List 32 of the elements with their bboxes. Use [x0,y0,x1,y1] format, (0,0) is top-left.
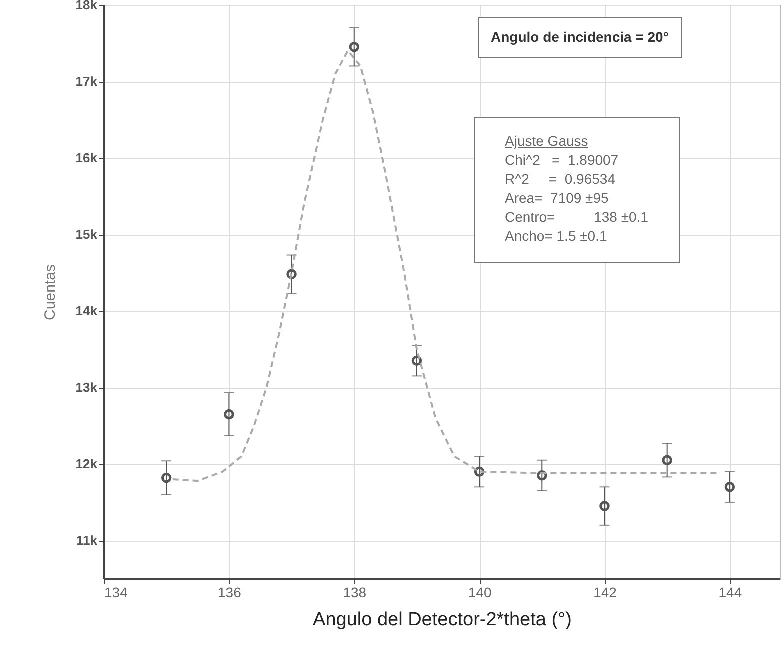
annotation: Area= 7109 ±95 [505,189,610,208]
point [537,470,548,481]
text-box: Angulo de incidencia = 20° [478,17,682,58]
x-tick-label: 140 [468,584,492,600]
y-tick-label: 16k [76,150,98,166]
y-axis-title: Cuentas [42,264,59,320]
x-tick-label: 144 [718,584,742,600]
annotation: Centro= 138 ±0.1 [505,208,648,227]
y-tick-label: 14k [76,304,98,319]
y-tick-label: 15k [76,227,98,242]
y-tick-label: 17k [76,74,98,90]
point [224,409,234,420]
point [600,501,610,512]
y-tick-label: 13k [76,380,98,396]
point [286,269,297,280]
annotation: R^2 = 0.96534 [505,170,616,189]
x-tick-label: 138 [343,584,367,600]
point [662,455,672,466]
y-tick-label: 12k [76,456,98,472]
point [349,42,360,52]
x-tick-label: 134 [104,584,128,600]
x-tick-label: 142 [594,584,618,600]
annotation: Chi^2 = 1.89007 [505,151,620,170]
line-series [172,50,718,482]
x-tick-label: 136 [218,584,242,600]
x-axis-title: Angulo del Detector-2*theta (°) [313,610,572,630]
point [161,472,172,484]
y-tick-label: 18k [76,0,98,12]
annotation: Ajuste Gauss [505,132,590,151]
annotation: Ancho= 1.5 ±0.1 [505,227,608,246]
point [724,482,736,492]
y-tick-label: 11k [76,533,98,548]
